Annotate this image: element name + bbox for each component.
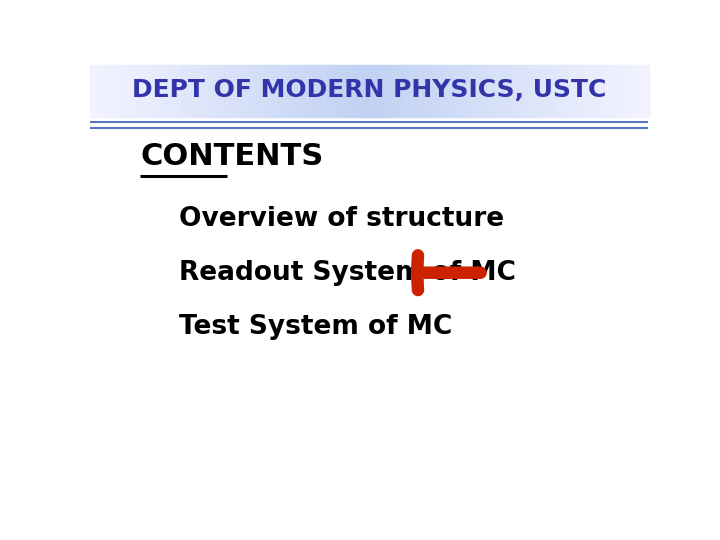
Bar (125, 65, 133, 117)
Bar (341, 65, 349, 117)
Bar (348, 65, 356, 117)
Bar (578, 65, 586, 117)
Bar (474, 65, 482, 117)
Bar (459, 65, 468, 117)
Bar (167, 65, 175, 117)
Bar (97, 65, 105, 117)
Bar (487, 65, 495, 117)
Bar (495, 65, 503, 117)
Bar (132, 65, 140, 117)
Bar (160, 65, 168, 117)
Bar (425, 65, 433, 117)
Bar (285, 65, 293, 117)
Bar (411, 65, 419, 117)
Bar (404, 65, 412, 117)
Bar (418, 65, 426, 117)
Bar (236, 65, 245, 117)
Bar (438, 65, 447, 117)
Bar (481, 65, 489, 117)
Bar (516, 65, 523, 117)
Bar (215, 65, 224, 117)
Text: Test System of MC: Test System of MC (179, 314, 453, 340)
Bar (104, 65, 112, 117)
Text: DEPT OF MODERN PHYSICS, USTC: DEPT OF MODERN PHYSICS, USTC (132, 78, 606, 102)
Bar (446, 65, 454, 117)
Bar (383, 65, 391, 117)
Bar (544, 65, 552, 117)
Bar (300, 65, 307, 117)
Bar (306, 65, 315, 117)
Bar (453, 65, 461, 117)
Bar (634, 65, 642, 117)
Bar (641, 65, 649, 117)
Bar (271, 65, 279, 117)
Bar (557, 65, 565, 117)
Bar (174, 65, 181, 117)
Bar (292, 65, 300, 117)
Bar (627, 65, 635, 117)
Bar (145, 65, 154, 117)
Bar (90, 65, 98, 117)
Bar (467, 65, 474, 117)
Bar (139, 65, 147, 117)
Bar (202, 65, 210, 117)
Bar (606, 65, 614, 117)
Bar (529, 65, 538, 117)
Bar (585, 65, 593, 117)
Bar (362, 65, 370, 117)
Bar (432, 65, 440, 117)
Bar (230, 65, 238, 117)
Bar (550, 65, 559, 117)
Bar (523, 65, 531, 117)
Bar (376, 65, 384, 117)
Text: Readout System of MC: Readout System of MC (179, 260, 516, 286)
Bar (243, 65, 251, 117)
Bar (320, 65, 328, 117)
Bar (118, 65, 126, 117)
Bar (258, 65, 266, 117)
Bar (564, 65, 572, 117)
Bar (508, 65, 516, 117)
Bar (369, 65, 377, 117)
Bar (599, 65, 607, 117)
Bar (327, 65, 336, 117)
Bar (111, 65, 119, 117)
Bar (613, 65, 621, 117)
Bar (251, 65, 258, 117)
Bar (209, 65, 217, 117)
Bar (264, 65, 272, 117)
Bar (334, 65, 342, 117)
Bar (313, 65, 321, 117)
Bar (390, 65, 398, 117)
Bar (222, 65, 230, 117)
Bar (620, 65, 628, 117)
Bar (279, 65, 287, 117)
Bar (536, 65, 544, 117)
Text: Overview of structure: Overview of structure (179, 206, 505, 232)
Bar (153, 65, 161, 117)
Bar (593, 65, 600, 117)
Bar (502, 65, 510, 117)
Bar (355, 65, 363, 117)
Bar (181, 65, 189, 117)
Bar (194, 65, 203, 117)
Bar (397, 65, 405, 117)
Text: CONTENTS: CONTENTS (140, 142, 323, 171)
Bar (571, 65, 580, 117)
Bar (188, 65, 196, 117)
